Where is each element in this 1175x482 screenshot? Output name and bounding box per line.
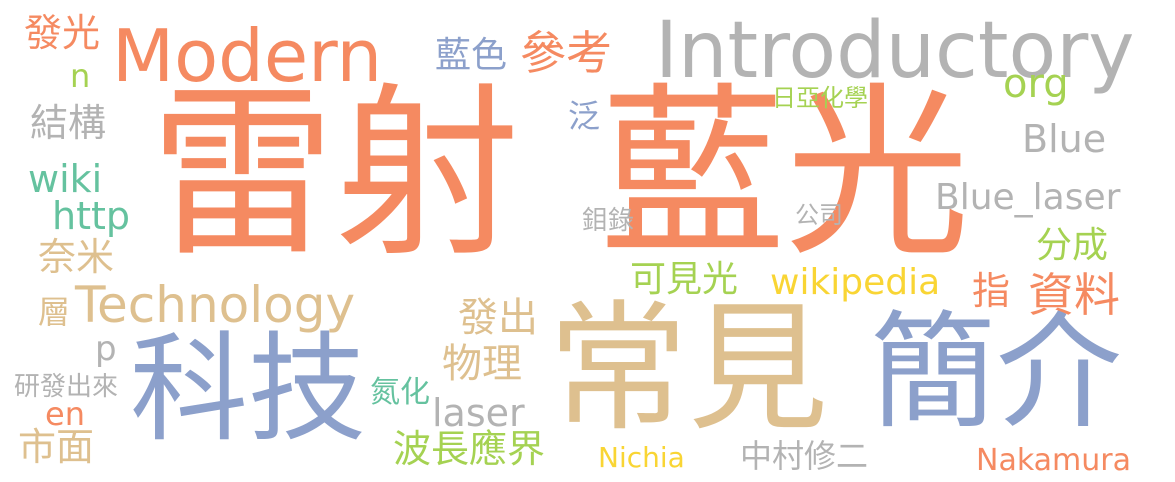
word-wiki: wiki — [28, 157, 103, 201]
word-nai-mi: 奈米 — [38, 235, 115, 279]
word-lei-she: 雷射 — [150, 66, 520, 282]
word-shen-lu: 鉬錄 — [582, 206, 635, 236]
word-zi-liao: 資料 — [1028, 268, 1120, 322]
word-blue-laser: Blue_laser — [935, 177, 1121, 218]
word-technology: Technology — [75, 276, 356, 334]
word-chang-jian: 常見 — [548, 288, 829, 451]
word-p: p — [95, 329, 117, 369]
word-nichia: Nichia — [598, 441, 685, 474]
word-ke-jian-guang: 可見光 — [630, 259, 739, 300]
word-bo-chang-ying-jie: 波長應界 — [393, 427, 546, 471]
word-wu-li: 物理 — [442, 341, 522, 387]
word-zhi: 指 — [972, 269, 1011, 313]
word-zhong-cun-xiu-er: 中村修二 — [740, 437, 869, 475]
word-lan-se: 藍色 — [435, 35, 508, 76]
word-shi-mian: 市面 — [18, 425, 95, 469]
word-http: http — [52, 194, 131, 238]
word-n: n — [70, 57, 91, 95]
word-can-kao: 參考 — [520, 26, 612, 80]
word-blue: Blue — [1022, 117, 1107, 161]
word-modern: Modern — [112, 14, 383, 98]
word-org: org — [1003, 61, 1069, 107]
word-jian-jie: 簡介 — [870, 299, 1122, 446]
word-lan-guang: 藍光 — [600, 66, 970, 282]
word-nakamura: Nakamura — [976, 443, 1132, 478]
word-ceng: 層 — [38, 293, 71, 331]
word-dan-hua: 氮化 — [370, 375, 430, 410]
word-fen-cheng: 分成 — [1036, 225, 1109, 266]
word-jie-gou: 結構 — [30, 101, 107, 145]
word-laser: laser — [432, 391, 525, 435]
word-ke-ji: 科技 — [130, 320, 367, 458]
word-ri-ya-hua-xue: 日亞化學 — [772, 84, 868, 112]
word-fa-guang: 發光 — [24, 11, 101, 55]
word-gong-si: 公司 — [795, 201, 843, 229]
word-fa-chu: 發出 — [458, 295, 538, 341]
word-en: en — [45, 395, 85, 433]
word-fan: 泛 — [568, 97, 601, 135]
word-introductory: Introductory — [655, 6, 1135, 96]
word-wikipedia: wikipedia — [770, 262, 941, 303]
word-yan-fa-chu-lai: 研發出來 — [14, 372, 119, 402]
